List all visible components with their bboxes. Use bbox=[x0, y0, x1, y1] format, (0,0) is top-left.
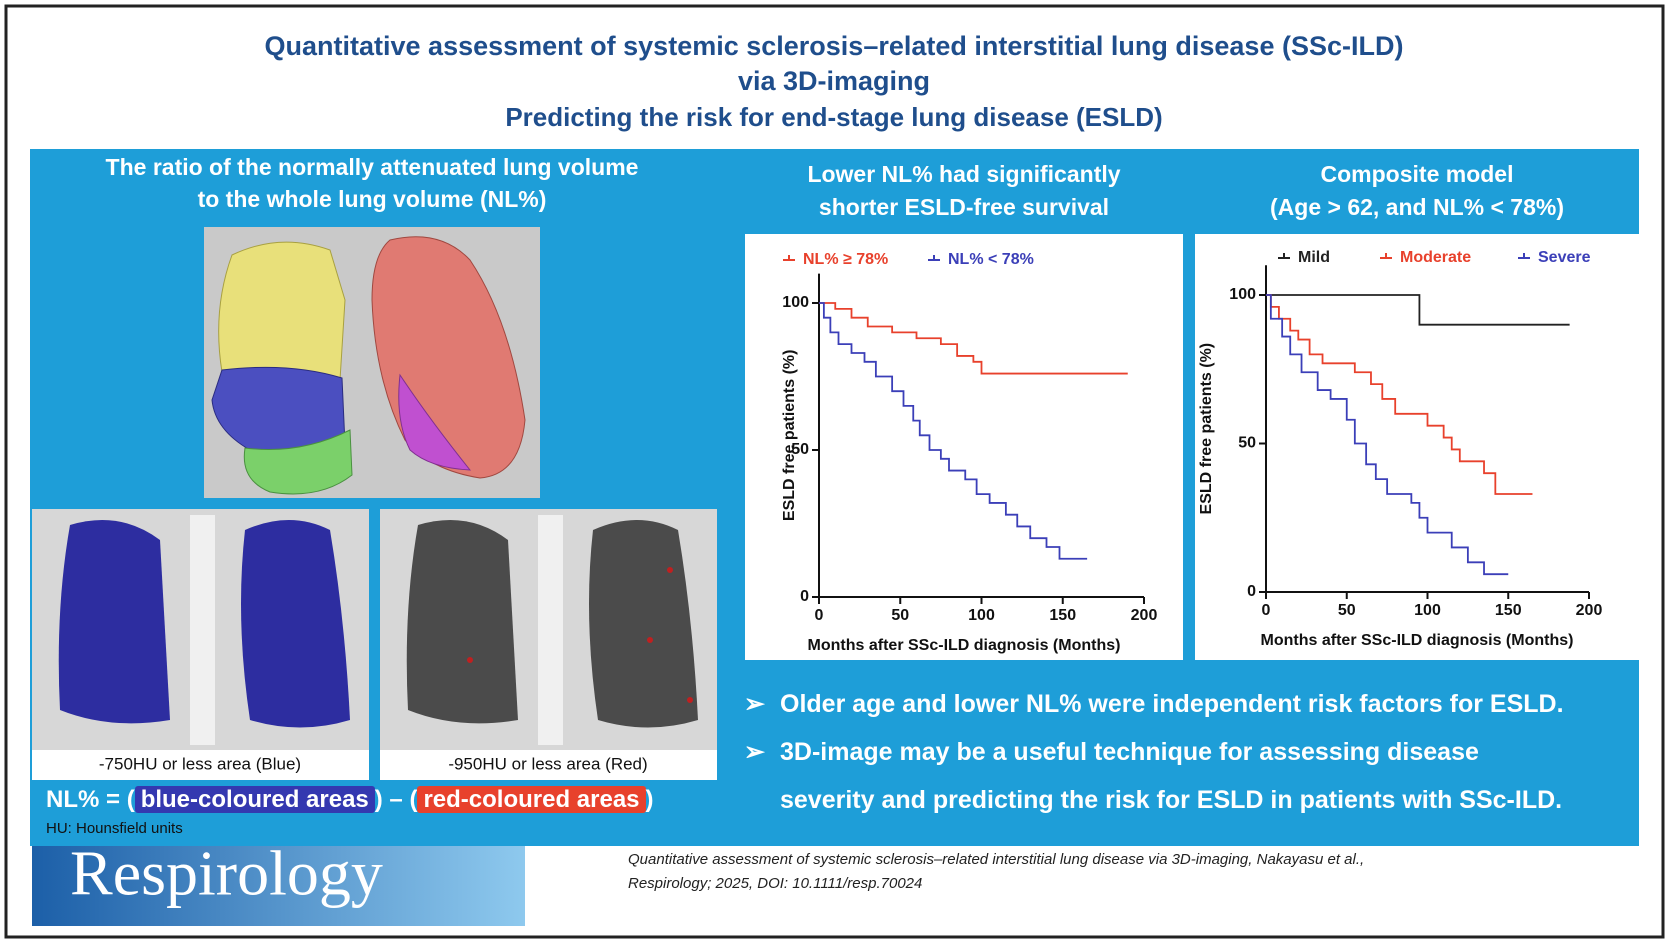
legend-label: Mild bbox=[1298, 249, 1330, 266]
formula: NL% = (blue-coloured areas) – (red-colou… bbox=[46, 786, 654, 814]
bullet-line: severity and predicting the risk for ESL… bbox=[780, 786, 1563, 814]
ct-caption: -750HU or less area (Blue) bbox=[99, 754, 301, 773]
legend-symbol bbox=[928, 255, 940, 261]
legend-label: NL% ≥ 78% bbox=[803, 251, 888, 268]
x-tick-label: 0 bbox=[1262, 602, 1271, 619]
y-tick-label: 0 bbox=[800, 588, 809, 605]
legend-label: Severe bbox=[1538, 249, 1591, 266]
left-heading: to the whole lung volume (NL%) bbox=[198, 186, 547, 212]
formula-part: ) – ( bbox=[374, 786, 418, 813]
y-axis-label: ESLD free patients (%) bbox=[781, 350, 798, 522]
legend-symbol bbox=[783, 255, 795, 261]
formula-part: ( bbox=[126, 786, 135, 813]
logo: Respirology bbox=[70, 838, 383, 909]
y-axis-label: ESLD free patients (%) bbox=[1198, 343, 1215, 515]
legend-symbol bbox=[1518, 253, 1530, 259]
arrow-icon: ➢ bbox=[744, 738, 765, 766]
x-tick-label: 150 bbox=[1495, 602, 1522, 619]
survival-curve bbox=[1266, 294, 1570, 326]
y-tick-label: 50 bbox=[1238, 435, 1256, 452]
legend-symbol bbox=[1278, 253, 1290, 259]
left-heading: The ratio of the normally attenuated lun… bbox=[106, 154, 639, 180]
formula-blue: blue-coloured areas bbox=[134, 786, 375, 813]
bullet-line: Older age and lower NL% were independent… bbox=[780, 690, 1564, 718]
chart-title: (Age > 62, and NL% < 78%) bbox=[1270, 194, 1564, 220]
x-tick-label: 50 bbox=[1338, 602, 1356, 619]
y-tick-label: 50 bbox=[791, 441, 809, 458]
ct-blue bbox=[32, 509, 369, 750]
bullet: ➢ 3D-image may be a useful technique for … bbox=[744, 728, 1563, 824]
survival-curve bbox=[819, 302, 1088, 560]
formula-part: ) bbox=[645, 786, 654, 813]
ct-red bbox=[380, 509, 717, 750]
lung-3d bbox=[204, 227, 540, 498]
chart-title: Lower NL% had significantly bbox=[807, 161, 1120, 187]
citation: Respirology; 2025, DOI: 10.1111/resp.700… bbox=[628, 875, 923, 892]
chart-panel bbox=[1195, 234, 1639, 660]
legend-symbol bbox=[1380, 253, 1392, 259]
title-line: Quantitative assessment of systemic scle… bbox=[265, 31, 1404, 61]
x-axis-label: Months after SSc-ILD diagnosis (Months) bbox=[808, 637, 1121, 654]
title-line: via 3D-imaging bbox=[738, 66, 930, 96]
x-axis-label: Months after SSc-ILD diagnosis (Months) bbox=[1261, 632, 1574, 649]
chart-title: Composite model bbox=[1321, 161, 1514, 187]
survival-curve bbox=[819, 302, 1128, 375]
x-tick-label: 150 bbox=[1049, 607, 1076, 624]
caption-box bbox=[32, 750, 369, 780]
survival-curve bbox=[1266, 294, 1533, 495]
logo-box bbox=[32, 846, 525, 926]
bullet-line: 3D-image may be a useful technique for a… bbox=[780, 738, 1479, 766]
chart-title: shorter ESLD-free survival bbox=[819, 194, 1109, 220]
formula-red: red-coloured areas bbox=[417, 786, 646, 813]
legend-label: Moderate bbox=[1400, 249, 1471, 266]
caption-box bbox=[380, 750, 717, 780]
y-tick-label: 100 bbox=[782, 294, 809, 311]
legend-label: NL% < 78% bbox=[948, 251, 1034, 268]
x-tick-label: 100 bbox=[1414, 602, 1441, 619]
x-tick-label: 0 bbox=[815, 607, 824, 624]
x-tick-label: 50 bbox=[891, 607, 909, 624]
x-tick-label: 200 bbox=[1131, 607, 1158, 624]
bullet: ➢ Older age and lower NL% were independen… bbox=[744, 680, 1564, 728]
y-tick-label: 0 bbox=[1247, 583, 1256, 600]
ct-caption: -950HU or less area (Red) bbox=[448, 754, 647, 773]
arrow-icon: ➢ bbox=[744, 690, 765, 718]
citation: Quantitative assessment of systemic scle… bbox=[628, 851, 1365, 868]
y-tick-label: 100 bbox=[1229, 286, 1256, 303]
survival-curve bbox=[1266, 294, 1509, 576]
x-tick-label: 100 bbox=[968, 607, 995, 624]
formula-part: NL% = bbox=[46, 786, 127, 813]
subtitle: Predicting the risk for end-stage lung d… bbox=[505, 102, 1162, 132]
x-tick-label: 200 bbox=[1576, 602, 1603, 619]
note: HU: Hounsfield units bbox=[46, 820, 183, 837]
